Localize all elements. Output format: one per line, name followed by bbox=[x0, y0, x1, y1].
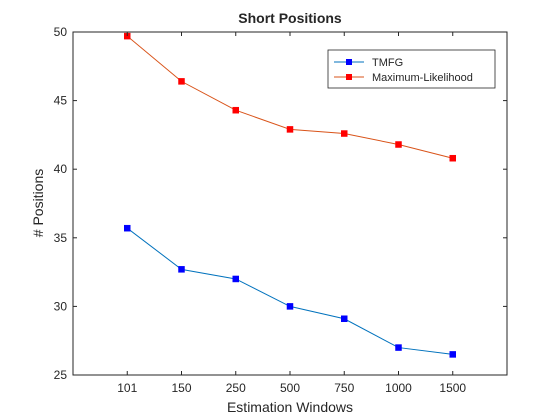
data-point bbox=[449, 351, 456, 358]
y-tick-label: 40 bbox=[54, 162, 68, 176]
data-point bbox=[341, 130, 348, 137]
data-point bbox=[286, 126, 294, 133]
data-point bbox=[232, 275, 239, 283]
data-point bbox=[395, 344, 402, 351]
y-tick-label: 45 bbox=[54, 94, 68, 108]
y-tick-label: 25 bbox=[54, 368, 68, 382]
x-tick-label: 250 bbox=[226, 381, 246, 395]
data-point bbox=[341, 315, 348, 322]
axis-ticks: 101 150 250 500 750 1000 1500 25 30 35 40 45 50 bbox=[54, 25, 507, 395]
legend-label: TMFG bbox=[372, 57, 403, 69]
legend-box bbox=[327, 49, 496, 89]
x-axis-label: Estimation Windows bbox=[227, 399, 353, 415]
data-point bbox=[286, 303, 294, 310]
legend: TMFG Maximum-Likelihood bbox=[327, 49, 496, 89]
data-point bbox=[449, 154, 456, 162]
legend-swatch-marker bbox=[346, 59, 352, 65]
data-point bbox=[124, 224, 131, 232]
y-tick-label: 50 bbox=[54, 25, 68, 39]
y-tick-label: 30 bbox=[54, 299, 68, 313]
x-tick-label: 1500 bbox=[439, 381, 466, 395]
data-point bbox=[395, 141, 402, 148]
series-layer bbox=[124, 32, 456, 358]
x-tick-label: 500 bbox=[280, 381, 300, 395]
data-point bbox=[232, 106, 239, 114]
x-tick-label: 750 bbox=[334, 381, 354, 395]
x-tick-label: 150 bbox=[171, 381, 191, 395]
y-axis-label: # Positions bbox=[30, 169, 46, 237]
plot-area bbox=[73, 32, 507, 375]
x-tick-label: 1000 bbox=[385, 381, 412, 395]
legend-swatch-marker bbox=[346, 74, 352, 80]
x-tick-label: 101 bbox=[117, 381, 137, 395]
y-tick-label: 35 bbox=[54, 231, 68, 245]
legend-label: Maximum-Likelihood bbox=[372, 72, 473, 84]
data-point bbox=[178, 266, 185, 273]
data-point bbox=[178, 78, 185, 85]
chart-title: Short Positions bbox=[238, 10, 342, 26]
